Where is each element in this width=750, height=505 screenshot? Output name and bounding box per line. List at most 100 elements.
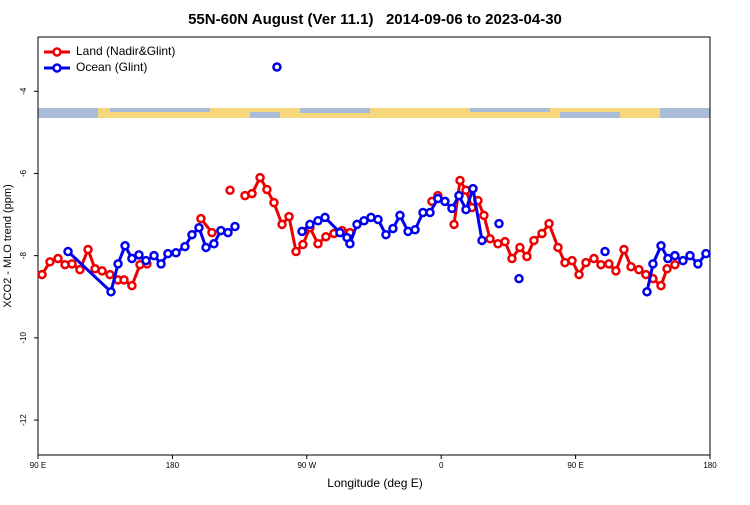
- y-axis-label: XCO2 - MLO trend (ppm): [2, 184, 14, 307]
- data-point: [305, 219, 315, 230]
- data-point: [581, 257, 591, 268]
- data-point: [141, 255, 151, 266]
- data-point: [634, 264, 644, 275]
- x-tick-label: 180: [703, 461, 717, 470]
- data-point: [345, 238, 355, 249]
- data-point: [196, 213, 206, 224]
- x-axis-label: Longitude (deg E): [327, 476, 422, 490]
- data-point: [291, 246, 301, 257]
- data-point: [97, 266, 107, 276]
- y-tick-label: -12: [19, 414, 28, 426]
- data-point: [574, 269, 584, 280]
- data-point: [171, 248, 181, 258]
- data-point: [335, 227, 345, 238]
- plot-frame: [37, 36, 711, 456]
- data-point: [163, 248, 173, 259]
- data-point: [381, 229, 391, 240]
- data-point: [494, 218, 504, 229]
- data-point: [313, 215, 323, 226]
- data-point: [223, 227, 233, 238]
- x-tick-label: 90 E: [567, 461, 583, 470]
- data-point: [641, 269, 651, 280]
- data-point: [127, 280, 137, 291]
- data-point: [567, 255, 577, 266]
- data-point: [180, 241, 190, 252]
- x-tick-label: 90 E: [30, 461, 46, 470]
- data-point: [207, 227, 217, 238]
- data-point: [373, 214, 383, 225]
- legend-marker: [52, 47, 62, 57]
- data-point: [298, 239, 308, 250]
- data-point: [604, 259, 614, 269]
- legend-marker: [52, 63, 62, 73]
- data-point: [106, 287, 116, 297]
- x-tick-label: 180: [166, 461, 180, 470]
- data-point: [134, 250, 144, 260]
- data-point: [642, 287, 652, 297]
- data-point: [127, 253, 137, 264]
- data-point: [120, 241, 130, 251]
- data-point: [83, 244, 93, 255]
- map-strip: [38, 108, 710, 118]
- data-point: [105, 269, 115, 280]
- data-point: [693, 259, 703, 269]
- data-point: [320, 212, 330, 223]
- data-point: [589, 253, 599, 264]
- data-point: [113, 259, 123, 269]
- data-point: [515, 242, 525, 253]
- data-point: [514, 273, 524, 284]
- data-point: [529, 235, 539, 246]
- data-point: [269, 197, 279, 208]
- data-point: [468, 183, 478, 194]
- data-point: [272, 62, 282, 72]
- data-point: [479, 210, 489, 221]
- data-point: [297, 226, 307, 237]
- data-point: [544, 218, 554, 229]
- data-point: [410, 225, 420, 235]
- data-point: [67, 259, 77, 269]
- data-point: [500, 236, 510, 247]
- data-point: [359, 215, 369, 226]
- data-point: [619, 244, 629, 255]
- data-point: [247, 188, 257, 199]
- data-point: [678, 255, 688, 266]
- data-point: [187, 229, 197, 240]
- data-point: [455, 175, 465, 186]
- data-point: [454, 190, 464, 201]
- data-point: [149, 250, 159, 261]
- data-point: [600, 246, 610, 257]
- data-point: [45, 257, 55, 267]
- data-point: [522, 251, 532, 262]
- data-point: [485, 234, 495, 244]
- data-point: [321, 232, 331, 242]
- y-tick-label: -4: [19, 87, 28, 95]
- data-point: [670, 250, 680, 261]
- data-point: [537, 228, 547, 239]
- y-tick-label: -6: [19, 169, 28, 177]
- series-line: [66, 187, 708, 294]
- data-point: [611, 266, 621, 276]
- data-point: [477, 235, 487, 246]
- data-point: [201, 242, 211, 253]
- y-tick-label: -10: [19, 332, 28, 344]
- data-point: [662, 264, 672, 274]
- data-point: [284, 211, 294, 222]
- data-point: [685, 250, 695, 261]
- data-point: [53, 253, 63, 264]
- x-tick-label: 90 W: [297, 461, 316, 470]
- x-tick-label: 0: [439, 461, 444, 470]
- data-point: [313, 238, 323, 249]
- data-point: [656, 241, 666, 251]
- data-point: [63, 246, 73, 257]
- data-point: [156, 259, 166, 269]
- data-point: [648, 259, 658, 269]
- data-point: [119, 275, 129, 285]
- data-point: [425, 207, 435, 218]
- data-point: [209, 238, 219, 249]
- data-point: [194, 222, 204, 233]
- data-point: [37, 269, 47, 280]
- data-point: [440, 196, 450, 207]
- data-point: [230, 221, 240, 232]
- data-point: [352, 219, 362, 230]
- data-point: [626, 262, 636, 272]
